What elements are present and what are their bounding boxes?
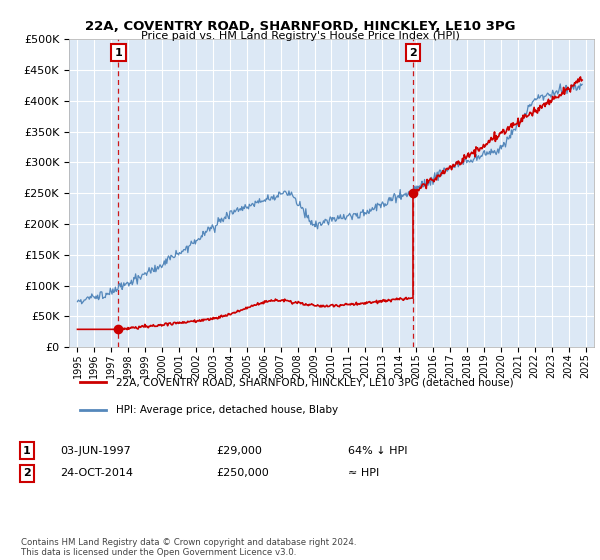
Text: Contains HM Land Registry data © Crown copyright and database right 2024.
This d: Contains HM Land Registry data © Crown c…	[21, 538, 356, 557]
Text: 1: 1	[23, 446, 31, 456]
Text: £29,000: £29,000	[216, 446, 262, 456]
Text: 24-OCT-2014: 24-OCT-2014	[60, 468, 133, 478]
Text: 2: 2	[409, 48, 416, 58]
Text: 64% ↓ HPI: 64% ↓ HPI	[348, 446, 407, 456]
Text: Price paid vs. HM Land Registry's House Price Index (HPI): Price paid vs. HM Land Registry's House …	[140, 31, 460, 41]
Text: 22A, COVENTRY ROAD, SHARNFORD, HINCKLEY, LE10 3PG (detached house): 22A, COVENTRY ROAD, SHARNFORD, HINCKLEY,…	[116, 377, 514, 387]
Text: 03-JUN-1997: 03-JUN-1997	[60, 446, 131, 456]
Text: ≈ HPI: ≈ HPI	[348, 468, 379, 478]
Text: 1: 1	[115, 48, 122, 58]
Text: 2: 2	[23, 468, 31, 478]
Text: £250,000: £250,000	[216, 468, 269, 478]
Text: HPI: Average price, detached house, Blaby: HPI: Average price, detached house, Blab…	[116, 405, 338, 416]
Text: 22A, COVENTRY ROAD, SHARNFORD, HINCKLEY, LE10 3PG: 22A, COVENTRY ROAD, SHARNFORD, HINCKLEY,…	[85, 20, 515, 32]
